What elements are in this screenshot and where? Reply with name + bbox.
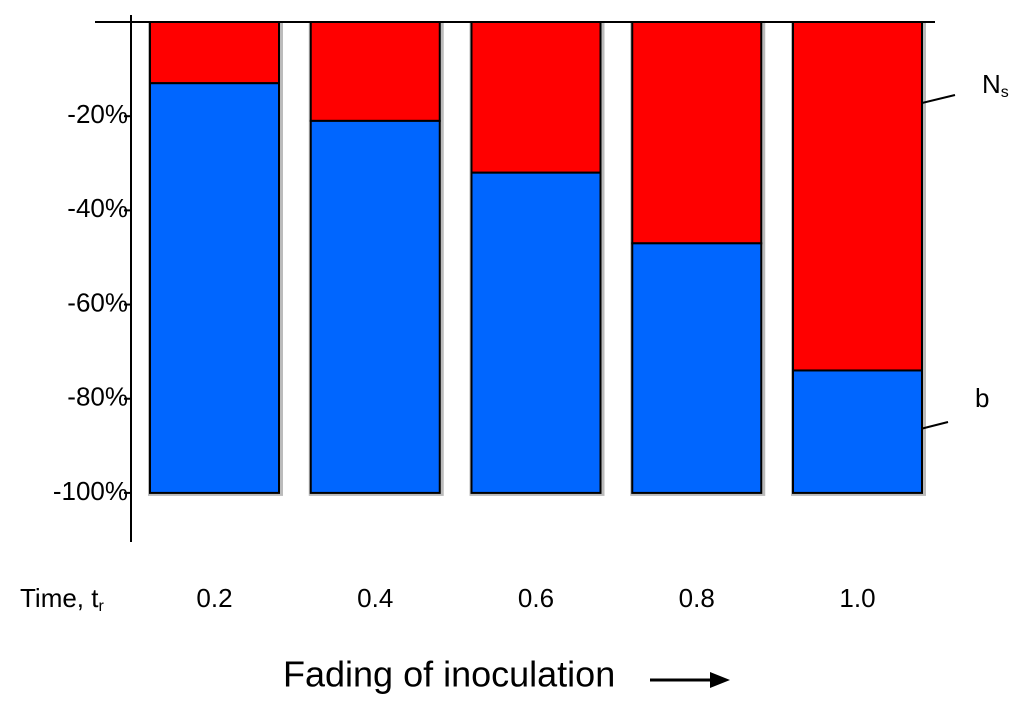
footer-label: Fading of inoculation	[283, 654, 615, 695]
y-tick-label: -80%	[67, 382, 128, 412]
bar-segment	[309, 119, 441, 494]
arrow-head	[710, 672, 730, 688]
x-tick-label: 0.6	[518, 583, 554, 613]
bar-segment	[792, 369, 923, 494]
bar-segment	[470, 171, 602, 494]
bar-segment	[792, 21, 923, 372]
x-tick-label: 0.8	[679, 583, 715, 613]
y-tick-label: -20%	[67, 99, 128, 129]
x-tick-label: 0.4	[357, 583, 393, 613]
series-label: Ns	[982, 69, 1009, 101]
bar-segment	[631, 21, 763, 245]
y-tick-label: -60%	[67, 287, 128, 317]
bar-segment	[149, 82, 280, 494]
x-axis-label: Time, tr	[20, 583, 104, 615]
x-tick-label: 0.2	[196, 583, 232, 613]
x-tick-label: 1.0	[839, 583, 875, 613]
bar-segment	[309, 21, 441, 122]
y-tick-label: -40%	[67, 193, 128, 223]
bar-segment	[149, 21, 280, 85]
bar-segment	[470, 21, 602, 174]
series-label: b	[975, 383, 989, 413]
y-tick-label: -100%	[53, 476, 128, 506]
bar-segment	[631, 242, 763, 494]
